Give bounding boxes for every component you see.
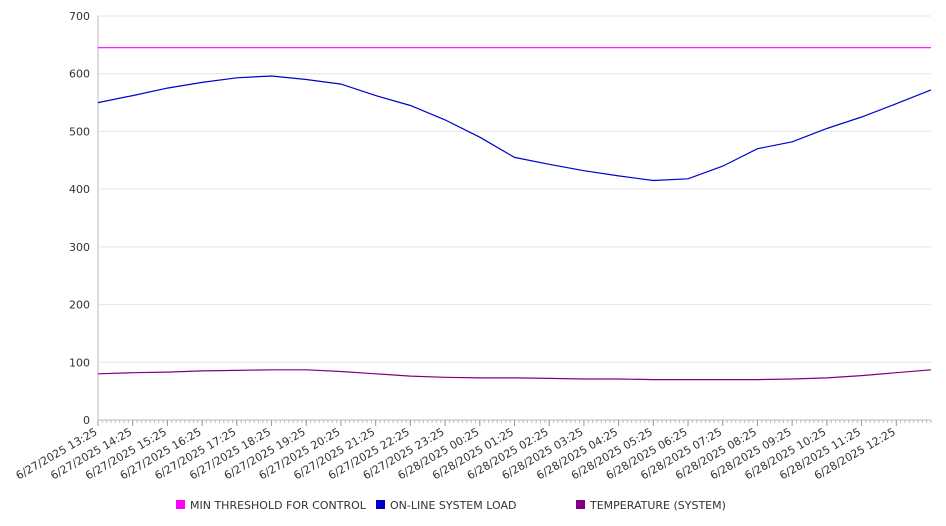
legend-label-2: TEMPERATURE (SYSTEM) [589,499,726,512]
legend-label-0: MIN THRESHOLD FOR CONTROL [190,499,367,512]
x-tick-labels: 6/27/2025 13:256/27/2025 14:256/27/2025 … [14,425,898,482]
grid-lines [98,15,931,363]
legend-swatch-2 [576,500,585,509]
y-tick-label: 0 [83,414,90,427]
y-tick-label: 500 [69,125,90,138]
y-tick-labels: 0 100 200 300 400 500 600 700 [69,10,90,427]
y-tick-label: 200 [69,299,90,312]
series-line-2 [97,369,932,381]
legend-label-1: ON-LINE SYSTEM LOAD [390,499,516,512]
legend-swatch-1 [376,500,385,509]
legend: MIN THRESHOLD FOR CONTROL ON-LINE SYSTEM … [176,499,726,512]
y-tick-label: 400 [69,183,90,196]
y-tick-label: 600 [69,68,90,81]
series-line-1 [97,75,932,182]
y-tick-label: 300 [69,241,90,254]
y-tick-label: 700 [69,10,90,23]
y-tick-label: 100 [69,356,90,369]
legend-swatch-0 [176,500,185,509]
axes [97,16,932,426]
series-lines [97,47,932,381]
